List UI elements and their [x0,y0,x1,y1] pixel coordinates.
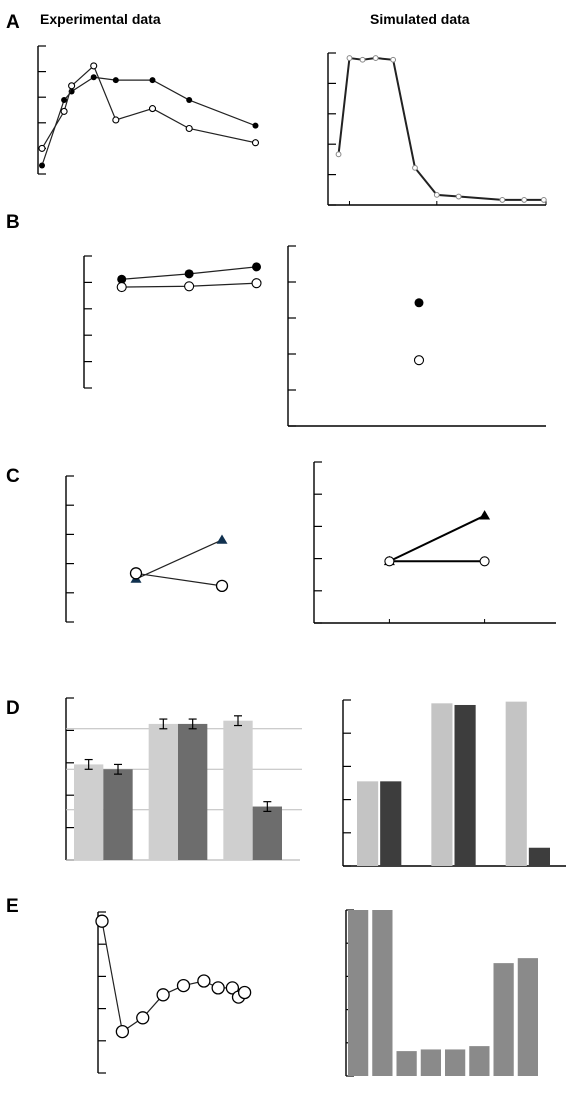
data-point [372,55,379,61]
data-point [252,122,259,129]
series-line [135,539,223,580]
data-point [384,556,395,567]
bar [103,769,133,860]
data-point [455,193,462,200]
bar [420,1049,441,1076]
data-point [225,981,240,995]
bar [431,703,453,866]
data-point [252,262,262,272]
panel-label-a: A [6,12,20,33]
bar [454,704,476,866]
data-point [90,74,97,81]
series-line [388,514,486,563]
bar [223,720,253,860]
data-point [112,116,120,124]
data-point [129,567,143,580]
bar [380,781,402,866]
chart-E-exp [95,911,252,1074]
data-point [184,281,195,292]
chart-A-exp [37,45,260,175]
data-point [148,105,157,113]
chart-C-exp [65,475,229,623]
data-point [211,981,225,995]
data-point [412,164,418,171]
data-point [251,278,262,289]
bar [178,723,208,860]
data-point [237,985,252,1000]
chart-B-sim [287,245,546,427]
chart-A-sim [327,52,547,206]
data-point [251,139,260,147]
data-point [38,144,46,152]
data-point [346,55,353,61]
panel-label-b: B [6,212,20,233]
chart-E-sim [345,909,538,1077]
data-point [359,56,366,63]
data-point [215,579,229,592]
data-point [112,77,119,84]
data-point [540,197,547,203]
panel-label-e: E [6,896,19,917]
bar [396,1051,417,1076]
data-point [414,298,424,308]
data-point [216,534,228,544]
series-line [135,572,223,587]
data-point [479,510,491,520]
charts-layer [37,45,566,1077]
bar [348,910,369,1076]
data-point [521,197,528,203]
bar [372,910,393,1076]
bar [252,806,282,860]
data-point [184,269,194,279]
chart-D-exp [65,697,302,861]
bar [469,1046,490,1076]
data-point [433,191,440,198]
data-point [186,97,193,104]
data-point [116,282,127,293]
data-point [335,151,342,158]
bar [148,723,178,860]
bar [357,781,379,866]
data-point [61,97,68,104]
bar [445,1049,466,1076]
series-line [337,56,544,201]
chart-B-exp [83,255,262,389]
data-point [185,124,193,133]
data-point [197,974,211,988]
series-line [41,64,256,149]
bar [517,958,538,1076]
data-point [499,197,506,203]
panel-label-d: D [6,698,20,719]
chart-D-sim [342,699,566,867]
data-point [176,978,191,993]
data-point [117,274,127,284]
data-point [60,107,68,115]
data-point [39,162,45,169]
bar [505,701,527,866]
bar [493,963,514,1076]
column-title-experimental: Experimental data [40,11,161,27]
data-point [149,77,156,84]
data-point [115,1024,130,1039]
data-point [479,556,490,567]
data-point [136,1011,150,1025]
data-point [90,62,98,70]
data-point [68,82,76,90]
data-point [390,56,397,63]
data-point [413,355,425,366]
bar [528,847,550,866]
data-point [156,988,170,1002]
series-line [101,921,245,1033]
data-point [95,914,109,928]
bar [74,764,104,860]
column-title-simulated: Simulated data [370,11,470,27]
chart-C-sim [313,461,556,624]
panel-label-c: C [6,466,20,487]
